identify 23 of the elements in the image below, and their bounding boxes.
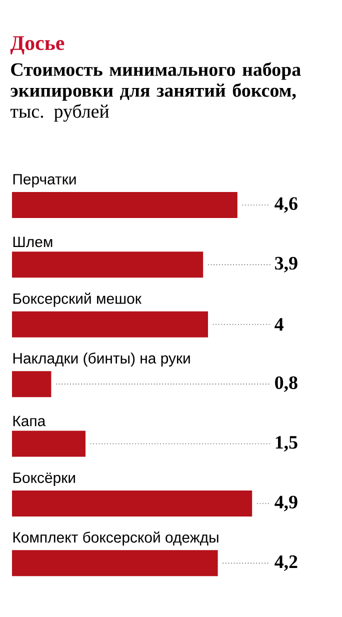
bar [12,371,52,398]
y-tick-label: Накладки (бинты) на руки [13,352,190,367]
data-label: 4,2 [274,555,298,571]
y-tick-label: Перчатки [13,174,76,188]
bar [12,252,204,278]
data-label: 4 [274,318,284,331]
data-label: 4,6 [274,197,298,213]
data-label: 3,9 [275,256,298,272]
y-tick-label: Капа [13,416,46,426]
chart-title: Досье [10,36,64,54]
bar [12,550,218,576]
y-tick-label: Боксерский мешок [13,292,142,307]
data-label: 4,9 [274,496,298,512]
y-tick-label: Боксёрки [13,472,75,486]
bar [12,311,208,338]
bar [12,490,252,516]
y-tick-label: Шлем [13,236,52,248]
data-label: 0,8 [275,376,298,392]
data-label: 1,5 [276,436,298,452]
y-tick-label: Комплект боксерской одежды [13,531,218,546]
bar [12,430,86,457]
bar [12,192,238,218]
chart-subtitle: Стоимость минимального набора экипировки для занятий боксом, тыс. рублей [10,62,301,122]
